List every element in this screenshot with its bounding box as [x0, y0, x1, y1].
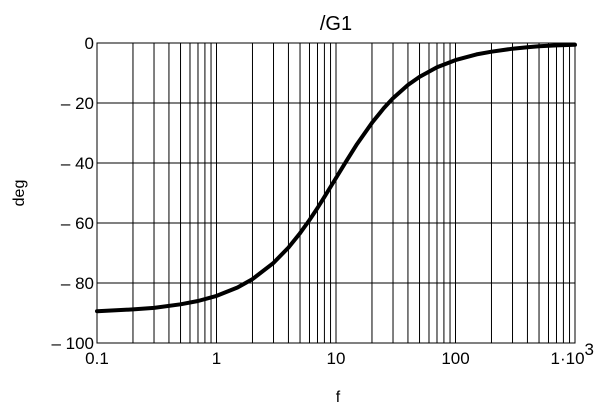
chart-title: /G1: [320, 13, 352, 35]
x-axis-label: f: [336, 389, 341, 406]
x-tick-label: 1·103: [551, 340, 595, 368]
y-tick-label: – 20: [61, 94, 94, 113]
x-tick-label: 100: [441, 349, 469, 368]
y-tick-label: – 40: [61, 154, 94, 173]
grid: [97, 43, 575, 343]
y-axis-label: deg: [11, 180, 28, 207]
x-tick-label: 0.1: [85, 349, 109, 368]
y-tick-label: 0: [85, 34, 94, 53]
y-tick-label: – 60: [61, 214, 94, 233]
y-tick-label: – 80: [61, 274, 94, 293]
x-tick-label: 1: [212, 349, 221, 368]
x-tick-label: 10: [327, 349, 346, 368]
